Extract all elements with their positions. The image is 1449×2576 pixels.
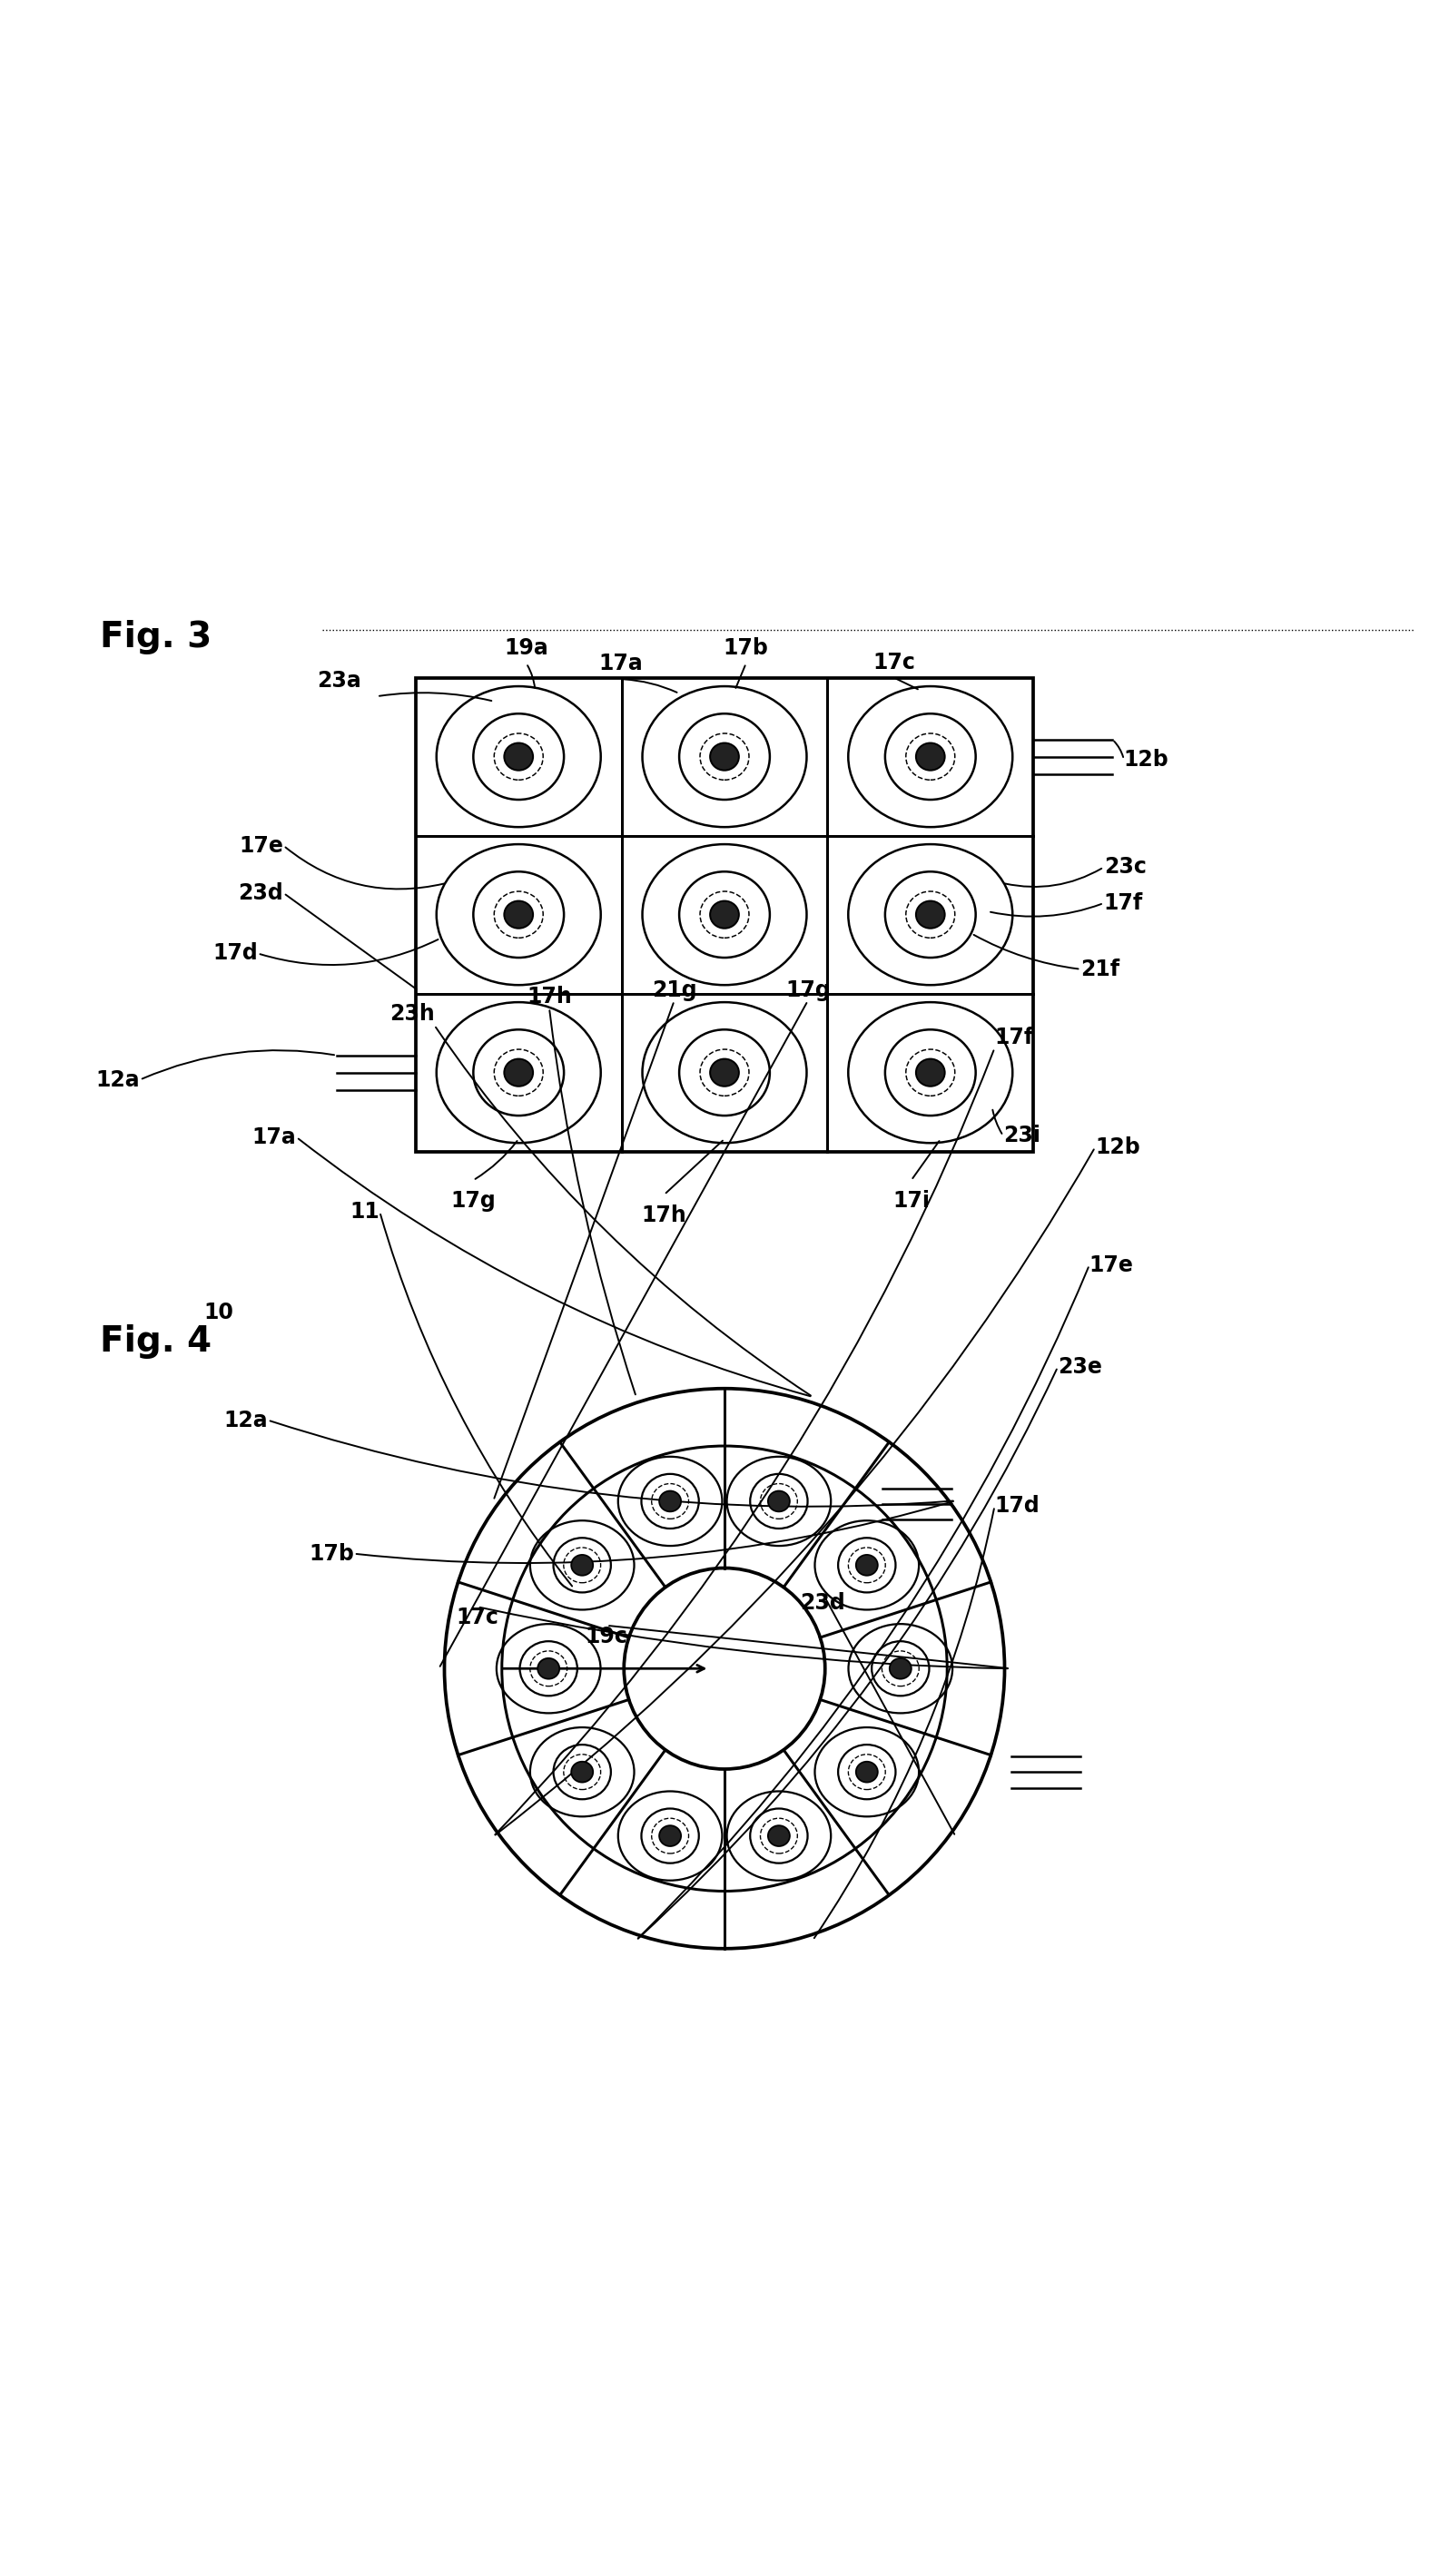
Text: 23c: 23c (1104, 855, 1146, 878)
Text: 23e: 23e (1058, 1355, 1103, 1378)
Text: 17a: 17a (598, 654, 643, 675)
Ellipse shape (768, 1492, 790, 1512)
Text: 11: 11 (351, 1200, 380, 1224)
Ellipse shape (710, 742, 739, 770)
Ellipse shape (710, 1059, 739, 1087)
Text: 23i: 23i (1003, 1126, 1040, 1146)
Text: 17g: 17g (785, 979, 830, 1002)
Ellipse shape (710, 902, 739, 927)
Ellipse shape (659, 1826, 681, 1847)
Ellipse shape (916, 902, 945, 927)
Ellipse shape (504, 742, 533, 770)
Text: 12a: 12a (223, 1409, 268, 1432)
Text: 23h: 23h (390, 1005, 435, 1025)
Text: 10: 10 (203, 1301, 233, 1324)
Text: 17e: 17e (1090, 1255, 1133, 1275)
Ellipse shape (856, 1556, 878, 1577)
Ellipse shape (856, 1762, 878, 1783)
Text: 12b: 12b (1124, 750, 1169, 770)
Text: 17e: 17e (239, 835, 284, 858)
Text: 17b: 17b (723, 636, 768, 659)
Ellipse shape (916, 742, 945, 770)
Text: Fig. 4: Fig. 4 (100, 1324, 212, 1358)
Ellipse shape (659, 1492, 681, 1512)
Text: 17h: 17h (526, 987, 572, 1007)
Text: 17d: 17d (994, 1497, 1040, 1517)
Ellipse shape (538, 1659, 559, 1680)
Ellipse shape (890, 1659, 911, 1680)
Text: 19c: 19c (585, 1625, 627, 1646)
Ellipse shape (504, 1059, 533, 1087)
Text: 23d: 23d (238, 881, 284, 904)
Text: 17g: 17g (451, 1190, 496, 1213)
Text: 17i: 17i (893, 1190, 930, 1213)
Text: 17h: 17h (642, 1206, 687, 1226)
Text: 23d: 23d (800, 1592, 845, 1615)
Ellipse shape (916, 1059, 945, 1087)
Ellipse shape (571, 1556, 593, 1577)
Text: 17f: 17f (1104, 891, 1143, 914)
Text: 17c: 17c (872, 652, 916, 672)
Text: 23a: 23a (317, 670, 362, 693)
Text: 17c: 17c (456, 1607, 498, 1628)
Text: 17f: 17f (994, 1025, 1033, 1048)
Ellipse shape (571, 1762, 593, 1783)
Text: 19a: 19a (504, 636, 548, 659)
Bar (416, 677, 1033, 1151)
Text: 21f: 21f (1081, 958, 1120, 979)
Text: 17d: 17d (213, 943, 258, 963)
Text: Fig. 3: Fig. 3 (100, 621, 212, 654)
Ellipse shape (504, 902, 533, 927)
Text: 17b: 17b (309, 1543, 354, 1564)
Text: 12b: 12b (1095, 1136, 1140, 1159)
Text: 21g: 21g (652, 979, 697, 1002)
Text: 17a: 17a (252, 1126, 297, 1149)
Ellipse shape (768, 1826, 790, 1847)
Text: 12a: 12a (96, 1069, 141, 1090)
